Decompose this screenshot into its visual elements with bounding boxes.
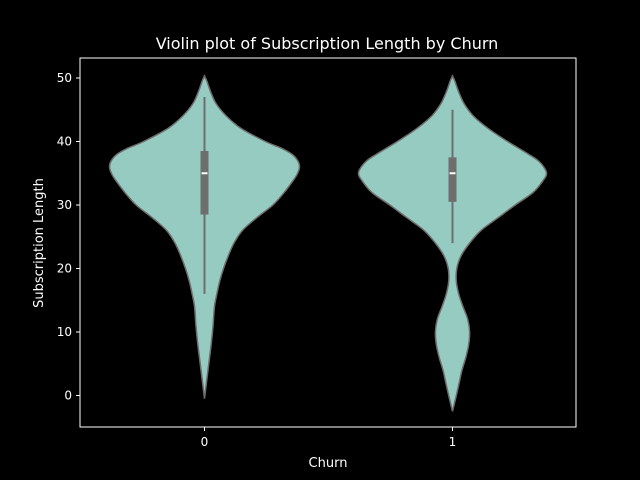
- y-tick-label-20: 20: [57, 262, 72, 276]
- y-tick-label-50: 50: [57, 71, 72, 85]
- violin-iqr-box-0: [200, 151, 209, 215]
- chart-title: Violin plot of Subscription Length by Ch…: [156, 34, 499, 53]
- y-axis-label: Subscription Length: [32, 178, 47, 308]
- y-tick-label-40: 40: [57, 135, 72, 149]
- y-tick-label-10: 10: [57, 325, 72, 339]
- y-axis: 0 10 20 30 40 50: [57, 71, 80, 403]
- y-tick-label-0: 0: [64, 389, 72, 403]
- axes-frame: [79, 57, 577, 428]
- x-tick-label-0: 0: [201, 435, 209, 449]
- y-tick-label-30: 30: [57, 198, 72, 212]
- x-axis-label: Churn: [309, 456, 348, 471]
- violin-body-1: [357, 74, 548, 412]
- x-tick-label-1: 1: [449, 435, 457, 449]
- violin-iqr-box-1: [448, 157, 457, 202]
- plot-area: [108, 74, 548, 412]
